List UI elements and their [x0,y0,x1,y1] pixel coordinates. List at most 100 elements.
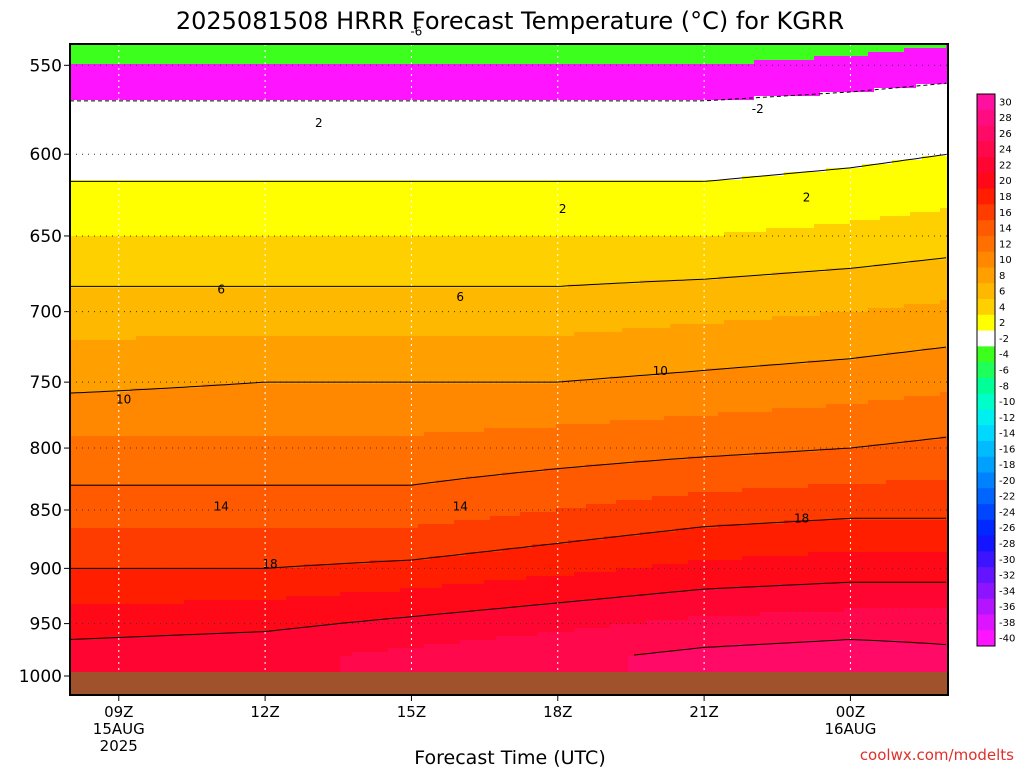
fill-cell [82,632,89,637]
fill-cell [124,216,131,221]
fill-cell [208,304,215,309]
fill-cell [172,268,179,273]
fill-cell [94,244,101,249]
fill-cell [196,520,203,525]
fill-cell [136,372,143,377]
fill-cell [142,80,149,85]
fill-cell [166,92,173,97]
fill-cell [226,256,233,261]
fill-cell [238,516,245,521]
fill-cell [196,136,203,141]
fill-cell [202,240,209,245]
fill-cell [124,340,131,345]
fill-cell [154,596,161,601]
fill-cell [106,324,113,329]
fill-cell [148,124,155,129]
fill-cell [154,212,161,217]
fill-cell [88,104,95,109]
fill-cell [232,440,239,445]
fill-cell [178,112,185,117]
fill-cell [184,548,191,553]
fill-cell [220,324,227,329]
fill-cell [244,224,251,229]
fill-cell [190,420,197,425]
fill-cell [124,268,131,273]
fill-cell [184,524,191,529]
fill-cell [100,48,107,53]
fill-cell [244,312,251,317]
fill-cell [208,524,215,529]
fill-cell [166,244,173,249]
fill-cell [94,524,101,529]
fill-cell [136,344,143,349]
fill-cell [100,236,107,241]
fill-cell [100,500,107,505]
fill-cell [214,604,221,609]
fill-cell [82,584,89,589]
fill-cell [208,84,215,89]
fill-cell [130,552,137,557]
fill-cell [226,524,233,529]
fill-cell [148,204,155,209]
fill-cell [226,220,233,225]
fill-cell [220,352,227,357]
fill-cell [82,656,89,661]
fill-cell [214,88,221,93]
fill-cell [76,376,83,381]
fill-cell [238,276,245,281]
fill-cell [202,556,209,561]
fill-cell [220,400,227,405]
fill-cell [202,60,209,65]
fill-cell [220,544,227,549]
fill-cell [196,372,203,377]
fill-cell [100,244,107,249]
fill-cell [136,116,143,121]
fill-cell [178,48,185,53]
fill-cell [226,296,233,301]
fill-cell [148,52,155,57]
fill-cell [238,532,245,537]
fill-cell [88,256,95,261]
fill-cell [184,136,191,141]
fill-cell [100,468,107,473]
fill-cell [184,124,191,129]
fill-cell [226,476,233,481]
fill-cell [136,432,143,437]
fill-cell [250,388,257,393]
fill-cell [136,68,143,73]
fill-cell [76,108,83,113]
fill-cell [232,504,239,509]
fill-cell [238,336,245,341]
fill-cell [226,192,233,197]
fill-cell [220,180,227,185]
fill-cell [208,120,215,125]
fill-cell [214,544,221,549]
fill-cell [220,628,227,633]
fill-cell [148,296,155,301]
fill-cell [172,156,179,161]
fill-cell [124,552,131,557]
fill-cell [214,452,221,457]
fill-cell [238,352,245,357]
fill-cell [112,164,119,169]
fill-cell [172,288,179,293]
fill-cell [172,340,179,345]
fill-cell [208,64,215,69]
fill-cell [250,452,257,457]
fill-cell [94,468,101,473]
fill-cell [88,404,95,409]
fill-cell [112,108,119,113]
fill-cell [148,116,155,121]
fill-cell [106,296,113,301]
fill-cell [160,196,167,201]
fill-cell [88,544,95,549]
fill-cell [100,364,107,369]
fill-cell [232,220,239,225]
fill-cell [112,280,119,285]
fill-cell [88,600,95,605]
fill-cell [142,200,149,205]
fill-cell [136,132,143,137]
fill-cell [220,476,227,481]
fill-cell [148,268,155,273]
fill-cell [190,500,197,505]
